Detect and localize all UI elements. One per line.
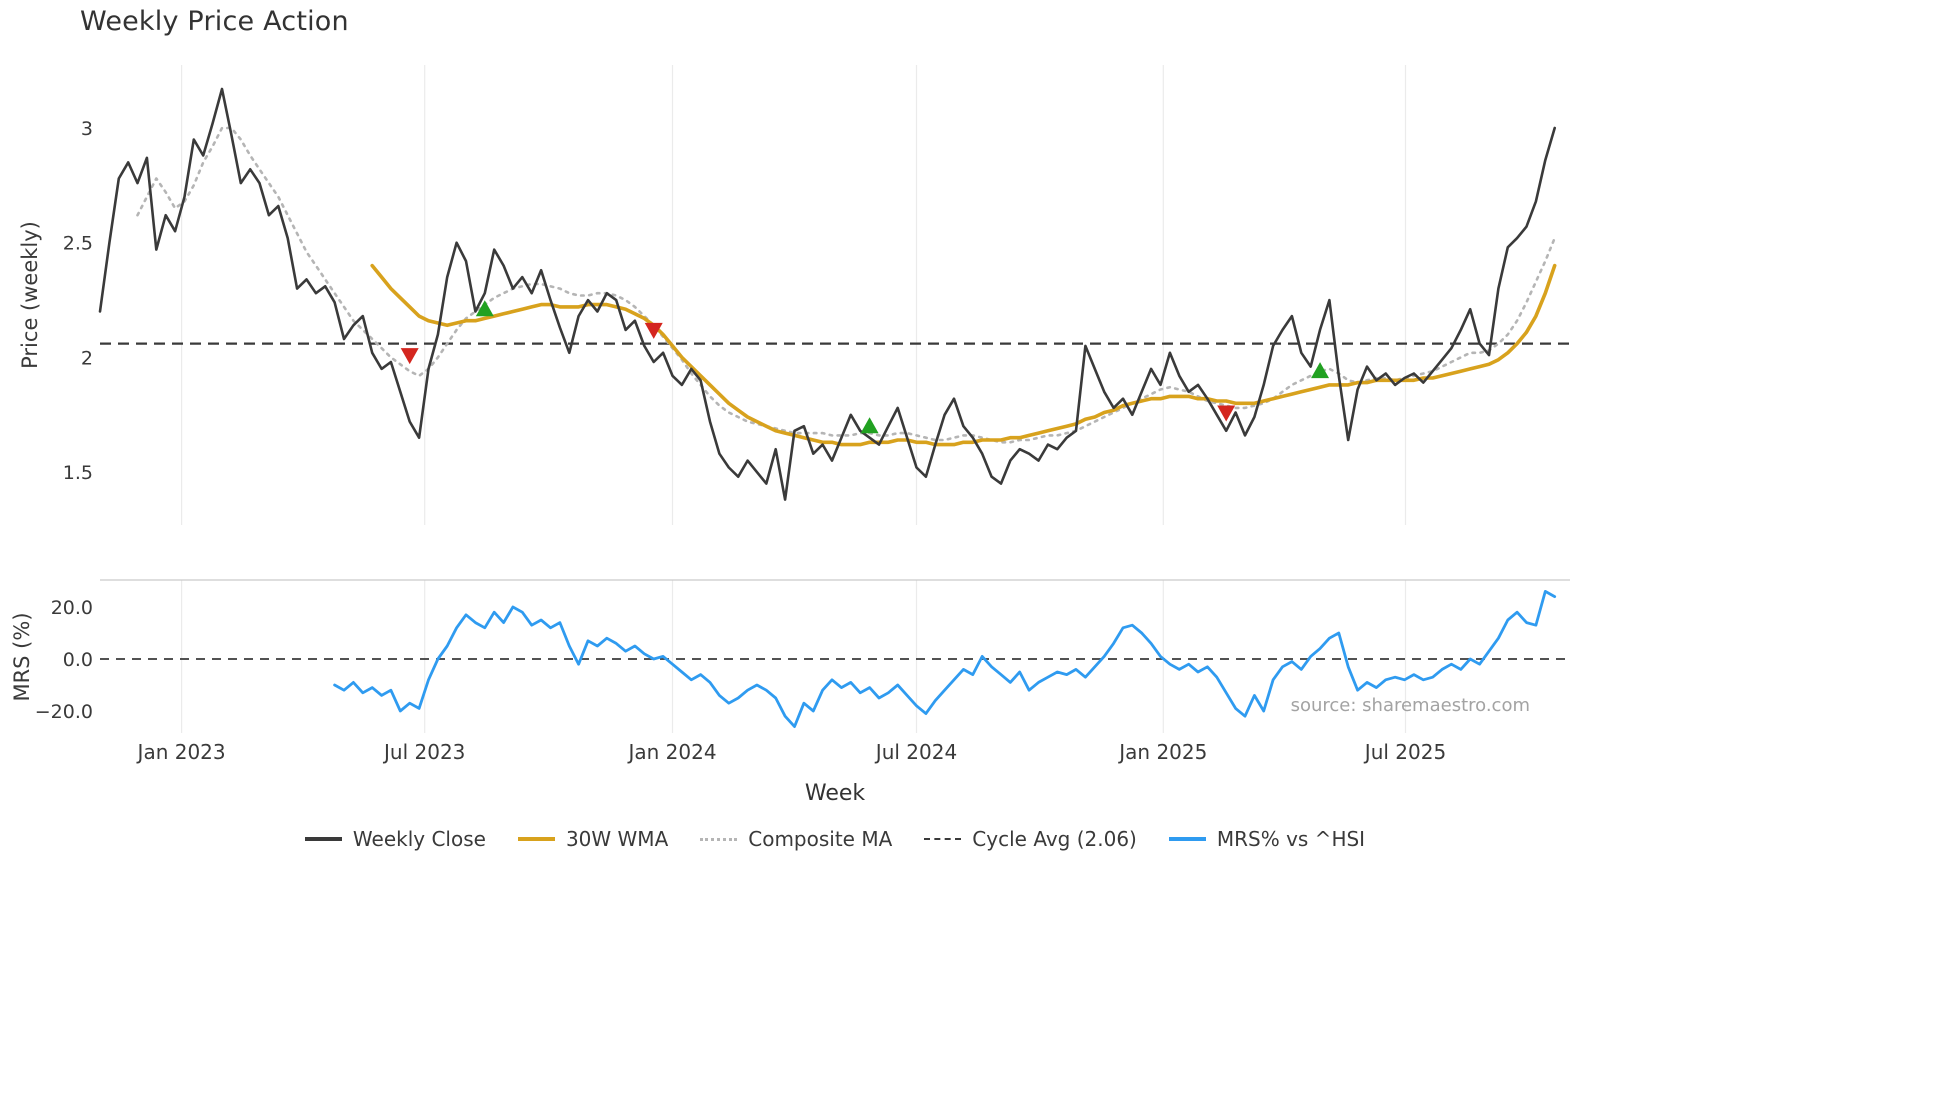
sell-signal-marker (644, 322, 663, 339)
legend-swatch-dotted-icon (700, 837, 738, 841)
mrs-tick-label: 20.0 (51, 597, 93, 619)
chart-title: Weekly Price Action (80, 6, 349, 37)
price-tick-label: 1.5 (63, 462, 93, 484)
mrs-axis-label: MRS (%) (10, 612, 34, 702)
x-tick-label: Jan 2025 (1117, 740, 1207, 764)
legend-label: MRS% vs ^HSI (1216, 827, 1366, 851)
legend-swatch-solid-icon (517, 837, 555, 841)
legend-label: 30W WMA (565, 827, 669, 851)
source-watermark: source: sharemaestro.com (1290, 695, 1530, 716)
legend-item: Composite MA (700, 827, 892, 851)
x-tick-label: Jan 2024 (626, 740, 716, 764)
x-tick-label: Jul 2023 (382, 740, 465, 764)
price-axis-label: Price (weekly) (18, 221, 42, 369)
legend-label: Cycle Avg (2.06) (972, 827, 1137, 851)
week-axis-label: Week (804, 781, 866, 806)
buy-signal-marker (475, 300, 494, 317)
legend-swatch-solid-icon (304, 837, 342, 841)
x-tick-label: Jul 2024 (874, 740, 957, 764)
sell-signal-marker (400, 348, 419, 365)
buy-signal-marker (1311, 362, 1330, 379)
legend-label: Composite MA (748, 827, 893, 851)
mrs-tick-label: −20.0 (35, 701, 93, 723)
legend-item: MRS% vs ^HSI (1168, 827, 1366, 851)
mrs-tick-label: 0.0 (63, 649, 93, 671)
legend-swatch-dashed-icon (924, 838, 962, 840)
legend-swatch-solid-icon (1168, 837, 1206, 841)
x-tick-label: Jul 2025 (1363, 740, 1446, 764)
legend-item: Weekly Close (304, 827, 486, 851)
price-tick-label: 2.5 (63, 233, 93, 255)
legend-item: Cycle Avg (2.06) (924, 827, 1137, 851)
weekly-close-line (98, 87, 1556, 501)
mrs-line (333, 590, 1557, 728)
legend-item: 30W WMA (517, 827, 669, 851)
price-tick-label: 2 (81, 347, 93, 369)
price-tick-label: 3 (81, 118, 93, 140)
legend-label: Weekly Close (352, 827, 486, 851)
wma-30w-line (370, 263, 1557, 447)
sell-signal-marker (1217, 405, 1236, 422)
chart-legend: Weekly Close 30W WMA Composite MA Cycle Avg… (100, 827, 1570, 851)
buy-signal-marker (860, 417, 879, 434)
x-tick-label: Jan 2023 (136, 740, 226, 764)
